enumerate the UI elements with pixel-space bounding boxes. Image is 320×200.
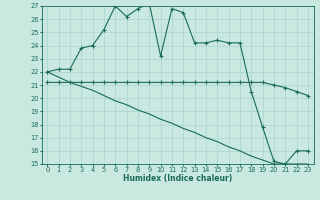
X-axis label: Humidex (Indice chaleur): Humidex (Indice chaleur) xyxy=(123,174,232,183)
